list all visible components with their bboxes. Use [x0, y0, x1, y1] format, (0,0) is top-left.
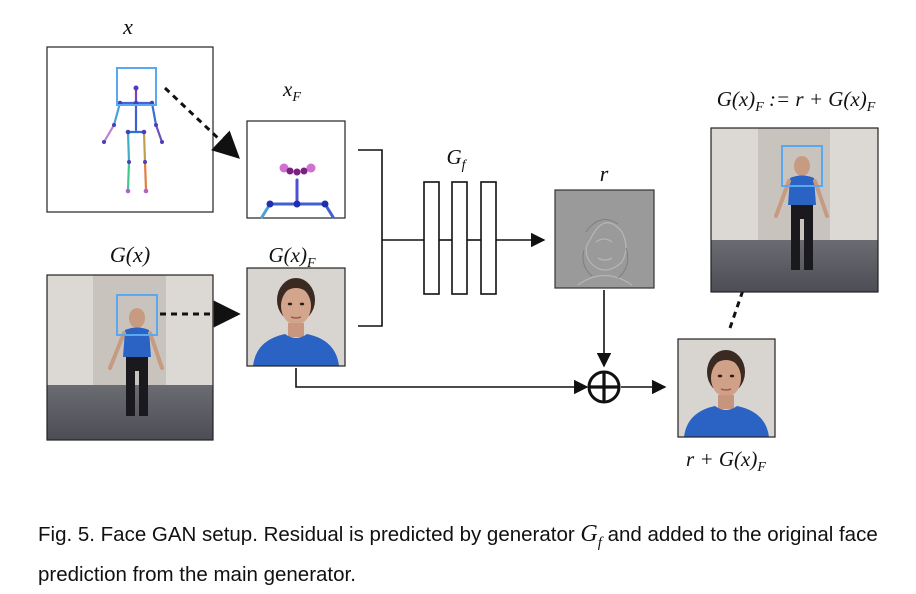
figure-caption: Fig. 5. Face GAN setup. Residual is pred…: [38, 518, 898, 591]
updated-body-image: [711, 128, 878, 292]
label-gf: Gf: [446, 145, 467, 173]
label-x: x: [122, 14, 133, 39]
skip-connection-arrow: [296, 368, 587, 387]
sum-operator: [589, 372, 619, 402]
residual-image: [555, 190, 654, 288]
face-generator-block: [424, 182, 496, 294]
label-r: r: [600, 161, 609, 186]
label-gx: G(x): [110, 242, 150, 267]
pose-face-crop-image: [247, 121, 345, 218]
caption-prefix: Fig. 5. Face GAN setup. Residual is pred…: [38, 523, 580, 546]
label-result: r + G(x)F: [686, 447, 766, 475]
label-xf: xF: [282, 77, 301, 105]
generated-face-crop-image: [247, 268, 345, 366]
refined-face-image: [678, 339, 775, 437]
face-gan-diagram: x xF: [0, 0, 916, 510]
pose-skeleton-image: [47, 47, 213, 212]
label-update: G(x)F := r + G(x)F: [717, 87, 876, 115]
generated-body-image: [47, 275, 213, 440]
label-gxf: G(x)F: [268, 243, 315, 271]
input-bracket: [358, 150, 382, 326]
caption-symbol: Gf: [580, 521, 602, 547]
